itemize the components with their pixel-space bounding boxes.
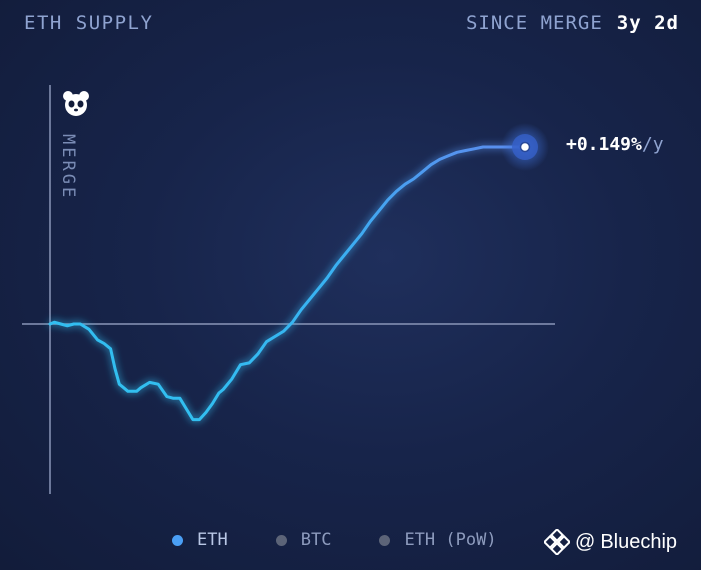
- panda-logo-icon: [63, 91, 89, 116]
- duration-value: 3y 2d: [616, 12, 679, 34]
- chart-header-right: SINCE MERGE 3y 2d: [466, 12, 679, 34]
- legend-dot-eth-pow: [379, 534, 391, 546]
- legend-item-eth-pow[interactable]: ETH (PoW): [379, 530, 497, 550]
- legend-dot-btc: [275, 534, 287, 546]
- legend-item-btc[interactable]: BTC: [275, 530, 332, 550]
- eth-series-line: [48, 145, 527, 422]
- since-merge-label: SINCE MERGE: [465, 12, 603, 34]
- legend-item-eth[interactable]: ETH: [172, 530, 228, 550]
- bluechip-logo-icon: [544, 529, 570, 555]
- merge-label: MERGE: [58, 134, 78, 201]
- bluechip-brand: @ Bluechip: [544, 529, 677, 555]
- end-point-marker: [519, 141, 531, 153]
- chart-header-title: ETH SUPPLY: [24, 12, 154, 34]
- legend-dot-eth: [172, 534, 183, 546]
- end-value-unit: /y: [641, 134, 664, 155]
- legend-label-btc: BTC: [300, 530, 332, 550]
- legend-label-eth-pow: ETH (PoW): [404, 530, 497, 550]
- end-value: +0.149%: [566, 134, 642, 155]
- end-value-label: +0.149%/y: [566, 134, 664, 155]
- brand-name: Bluechip: [600, 530, 678, 553]
- chart-legend: ETH BTC ETH (PoW): [172, 530, 497, 550]
- legend-label-eth: ETH: [197, 530, 228, 550]
- brand-at: @: [575, 530, 596, 553]
